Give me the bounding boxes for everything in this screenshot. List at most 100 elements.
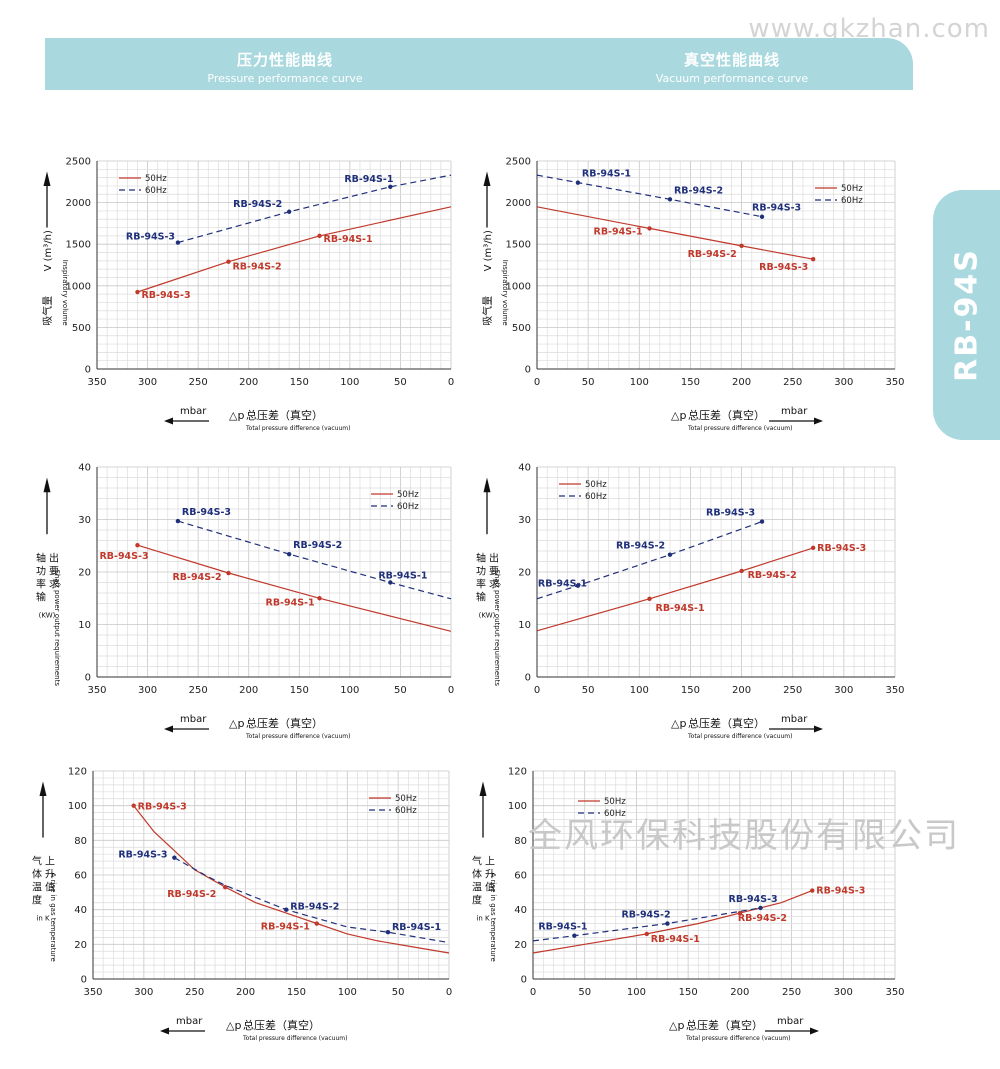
y-tick-label: 20 <box>78 568 91 579</box>
x-tick-label: 350 <box>885 987 904 998</box>
x-tick-label: 50 <box>582 685 595 696</box>
data-point <box>284 907 289 912</box>
data-label: RB-94S-1 <box>651 934 700 945</box>
x-tick-label: 200 <box>236 987 255 998</box>
y-arrow-head <box>483 171 491 186</box>
data-label: RB-94S-1 <box>266 597 315 608</box>
y-tick-label: 1000 <box>66 281 91 292</box>
series-line-60Hz <box>536 521 763 600</box>
data-point <box>737 910 743 916</box>
series-line-50Hz <box>133 805 450 954</box>
header-left-cn: 压力性能曲线 <box>236 51 333 69</box>
y-tick-label: 2500 <box>506 157 531 168</box>
y-tick-label: 60 <box>514 871 527 882</box>
x-label-symbol: △p <box>229 717 244 730</box>
y-tick-label: 20 <box>514 940 527 951</box>
data-point <box>758 905 763 911</box>
data-point <box>575 180 581 185</box>
data-label: RB-94S-1 <box>392 922 441 933</box>
series-line-50Hz <box>137 544 452 632</box>
data-label: RB-94S-1 <box>594 226 643 237</box>
data-point <box>759 214 765 219</box>
y-arrow-head <box>43 171 51 186</box>
y-label-char: 温 <box>472 882 482 894</box>
data-label: RB-94S-1 <box>538 579 587 590</box>
x-label-en: Total pressure difference (vacuum) <box>245 425 350 432</box>
data-point <box>317 233 322 239</box>
y-tick-label: 0 <box>521 975 527 986</box>
data-label: RB-94S-3 <box>126 232 175 243</box>
y-label-char: 气 <box>32 855 42 868</box>
x-tick-label: 150 <box>681 377 700 388</box>
legend-label-50hz: 50Hz <box>585 480 607 490</box>
x-tick-label: 200 <box>730 987 749 998</box>
x-tick-label: 0 <box>534 685 540 696</box>
data-point <box>810 888 815 893</box>
data-point <box>575 583 581 588</box>
y-label-char: 率 <box>36 578 46 591</box>
y-tick-label: 80 <box>74 836 87 847</box>
data-point <box>810 545 816 551</box>
x-label-symbol: △p <box>229 409 244 422</box>
y-label-char: 轴 <box>476 552 486 565</box>
x-tick-label: 250 <box>783 685 802 696</box>
data-label: RB-94S-3 <box>817 543 866 554</box>
data-point <box>739 568 744 574</box>
side-tab: RB-94S <box>933 190 1000 440</box>
x-tick-label: 50 <box>394 377 407 388</box>
data-point <box>810 256 816 262</box>
y-tick-label: 30 <box>518 515 531 526</box>
x-label-unit: mbar <box>180 714 207 725</box>
data-label: RB-94S-2 <box>290 902 339 913</box>
data-label: RB-94S-2 <box>688 249 737 260</box>
y-tick-label: 0 <box>85 673 91 684</box>
data-label: RB-94S-2 <box>748 570 797 581</box>
y-tick-label: 100 <box>68 801 87 812</box>
x-arrow-head <box>810 1027 819 1035</box>
y-label-char: 率 <box>476 578 486 591</box>
legend-label-50hz: 50Hz <box>145 174 167 184</box>
legend-label-60hz: 60Hz <box>145 186 167 196</box>
y-tick-label: 40 <box>518 463 531 474</box>
y-tick-label: 2500 <box>66 157 91 168</box>
y-label-en: A rise in gas temperature <box>49 873 57 962</box>
data-label: RB-94S-2 <box>621 910 670 921</box>
x-tick-label: 100 <box>340 377 359 388</box>
y-label-en: A rise in gas temperature <box>489 873 497 962</box>
data-label: RB-94S-2 <box>616 541 665 552</box>
y-label-unit: (KW) <box>479 612 496 620</box>
data-point <box>644 931 649 937</box>
data-point <box>385 930 391 935</box>
data-point <box>314 921 319 926</box>
data-label: RB-94S-1 <box>324 234 373 245</box>
x-tick-label: 50 <box>392 987 405 998</box>
y-label-char: 体 <box>472 869 482 881</box>
legend: 50Hz 60Hz <box>369 794 417 816</box>
y-label-char: 度 <box>472 894 482 907</box>
data-point <box>665 921 670 926</box>
y-label-char: 要 <box>49 566 59 578</box>
y-tick-label: 500 <box>72 323 91 334</box>
x-tick-label: 250 <box>189 377 208 388</box>
y-label-en: Inspiratory volume <box>61 260 69 326</box>
x-tick-label: 300 <box>834 685 853 696</box>
x-label-en: Total pressure difference (vacuum) <box>242 1035 347 1042</box>
x-axis-label: △p 总压差（真空） Total pressure difference (vacu… <box>669 1016 819 1042</box>
data-point <box>226 259 231 264</box>
legend-label-50hz: 50Hz <box>841 184 863 194</box>
y-arrow-head <box>39 781 47 796</box>
header-right-en: Vacuum performance curve <box>655 72 809 85</box>
y-label-unit: (KW) <box>39 612 56 620</box>
data-label: RB-94S-2 <box>167 889 216 900</box>
y-tick-label: 500 <box>512 323 531 334</box>
x-label-en: Total pressure difference (vacuum) <box>685 1035 790 1042</box>
x-arrow-head <box>160 1027 169 1035</box>
header-right-cn: 真空性能曲线 <box>683 51 780 69</box>
x-label-cn: 总压差（真空） <box>246 716 323 730</box>
x-arrow-head <box>164 417 173 425</box>
data-point <box>647 596 652 601</box>
x-tick-label: 0 <box>446 987 452 998</box>
y-tick-label: 10 <box>78 620 91 631</box>
y-label-cn: 吸气量 <box>481 296 494 326</box>
